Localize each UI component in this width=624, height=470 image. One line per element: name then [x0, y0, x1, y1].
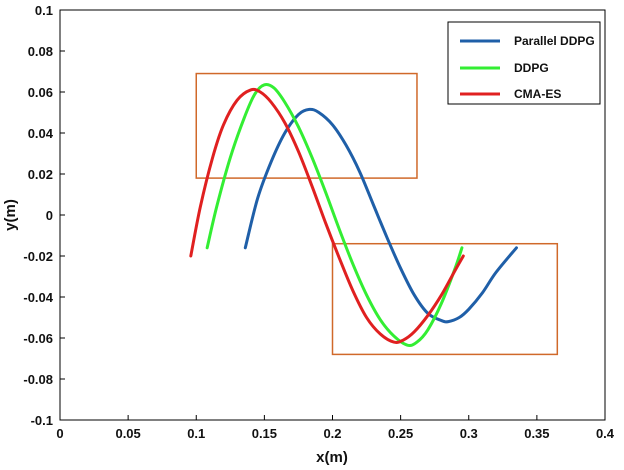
x-tick-label: 0.1	[187, 426, 205, 441]
x-axis-label: x(m)	[316, 449, 348, 466]
x-tick-label: 0.35	[524, 426, 549, 441]
y-tick-label: 0	[46, 208, 53, 223]
legend: Parallel DDPG DDPG CMA-ES	[447, 21, 601, 105]
y-tick-label: 0.04	[28, 126, 54, 141]
y-tick-label: -0.02	[23, 249, 53, 264]
legend-box	[447, 21, 601, 105]
x-tick-label: 0	[56, 426, 63, 441]
series-line-ddpg	[205, 82, 464, 347]
x-tick-label: 0.25	[388, 426, 413, 441]
y-tick-label: 0.06	[28, 85, 53, 100]
legend-label-cma-es: CMA-ES	[514, 87, 561, 101]
x-tick-label: 0.3	[460, 426, 478, 441]
x-tick-label: 0.15	[252, 426, 277, 441]
y-axis-label: y(m)	[2, 199, 19, 231]
x-tick-label: 0.4	[596, 426, 615, 441]
y-tick-label: 0.08	[28, 44, 53, 59]
legend-label-parallel-ddpg: Parallel DDPG	[514, 34, 595, 48]
y-tick-label: -0.08	[23, 372, 53, 387]
legend-label-ddpg: DDPG	[514, 61, 549, 75]
annotation-layer	[195, 72, 559, 356]
y-tick-label: 0.02	[28, 167, 53, 182]
y-axis-ticks: -0.1 -0.08 -0.06 -0.04 -0.02 0 0.02 0.04 0.06 0.0…	[23, 3, 65, 428]
x-axis-ticks: 0 0.05 0.1 0.15 0.2 0.25 0.3 0.35 0.4	[56, 415, 615, 441]
highlight-box-1	[195, 72, 418, 179]
y-tick-label: -0.04	[23, 290, 53, 305]
highlight-box-2	[331, 242, 559, 356]
y-tick-label: -0.1	[31, 413, 53, 428]
y-tick-label: -0.06	[23, 331, 53, 346]
series-line-cma-es	[189, 87, 465, 344]
series-line-parallel-ddpg	[243, 107, 518, 324]
x-tick-label: 0.05	[115, 426, 140, 441]
x-tick-label: 0.2	[323, 426, 341, 441]
series-layer	[189, 82, 518, 347]
y-tick-label: 0.1	[35, 3, 53, 18]
